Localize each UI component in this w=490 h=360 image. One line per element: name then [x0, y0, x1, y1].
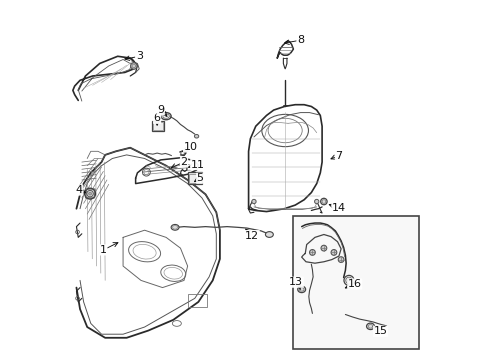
Bar: [153, 122, 163, 130]
Text: 15: 15: [373, 326, 388, 336]
Text: 7: 7: [331, 150, 343, 161]
Text: 5: 5: [195, 173, 204, 183]
Ellipse shape: [320, 198, 327, 205]
Text: 16: 16: [345, 279, 362, 289]
Text: 1: 1: [100, 243, 118, 255]
Ellipse shape: [171, 225, 179, 230]
Ellipse shape: [85, 188, 96, 199]
Ellipse shape: [338, 257, 344, 262]
Ellipse shape: [347, 279, 350, 282]
Bar: [152, 121, 164, 131]
Bar: [294, 216, 419, 348]
Bar: [189, 174, 200, 183]
Ellipse shape: [315, 199, 319, 204]
Ellipse shape: [266, 231, 273, 237]
Text: 8: 8: [285, 35, 304, 45]
Text: 14: 14: [329, 203, 346, 213]
Ellipse shape: [331, 249, 337, 255]
Text: 9: 9: [157, 105, 167, 116]
Text: 4: 4: [76, 185, 86, 195]
Ellipse shape: [89, 192, 92, 195]
Text: 11: 11: [189, 159, 205, 170]
Ellipse shape: [344, 275, 354, 285]
Ellipse shape: [298, 286, 306, 293]
Ellipse shape: [321, 245, 327, 251]
Text: 10: 10: [183, 142, 197, 152]
Text: 3: 3: [125, 51, 143, 61]
Ellipse shape: [252, 199, 256, 204]
Bar: [188, 294, 207, 307]
Ellipse shape: [195, 134, 199, 138]
Text: 13: 13: [289, 277, 303, 288]
Ellipse shape: [367, 323, 374, 329]
Ellipse shape: [310, 249, 315, 255]
Text: 6: 6: [154, 113, 161, 125]
Text: 12: 12: [245, 229, 259, 240]
Ellipse shape: [131, 63, 137, 69]
Text: 2: 2: [172, 157, 188, 168]
Bar: [188, 172, 202, 184]
